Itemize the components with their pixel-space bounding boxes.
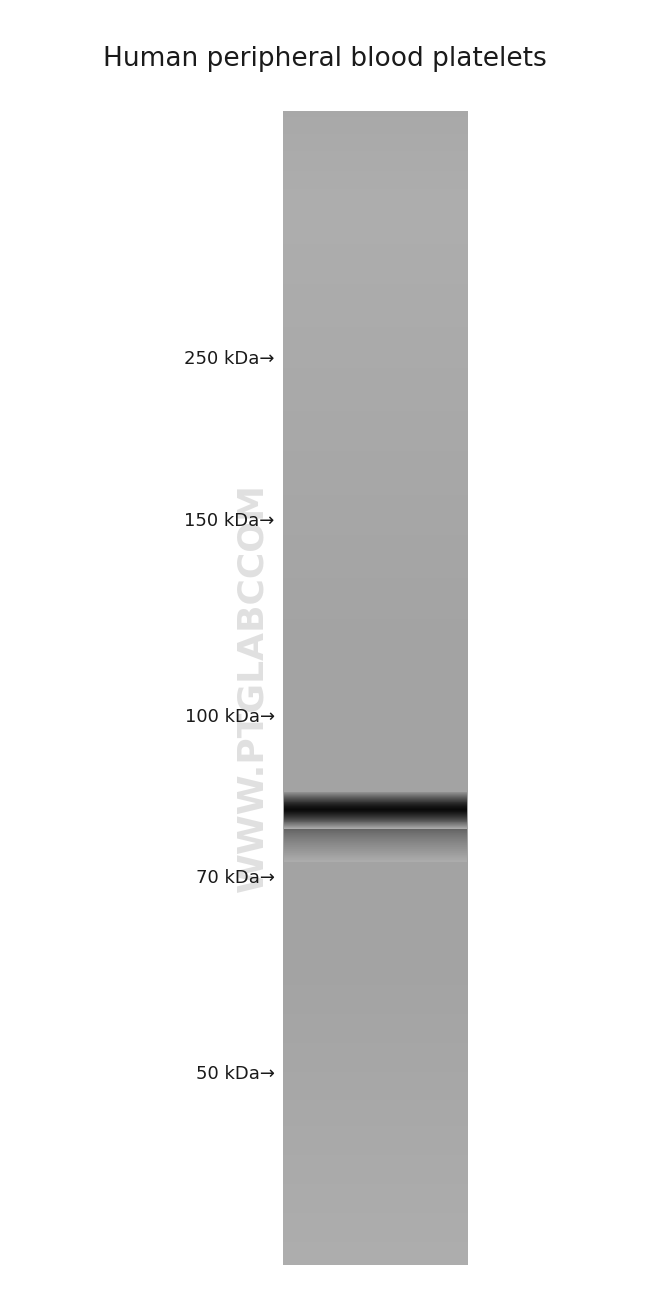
Text: 50 kDa→: 50 kDa→	[196, 1065, 275, 1084]
Text: WWW.PTGLABCCOM: WWW.PTGLABCCOM	[236, 484, 270, 892]
Text: 250 kDa→: 250 kDa→	[184, 349, 275, 368]
Text: 70 kDa→: 70 kDa→	[196, 870, 275, 887]
Text: Human peripheral blood platelets: Human peripheral blood platelets	[103, 46, 547, 72]
Text: 100 kDa→: 100 kDa→	[185, 708, 275, 726]
Text: 150 kDa→: 150 kDa→	[185, 511, 275, 529]
